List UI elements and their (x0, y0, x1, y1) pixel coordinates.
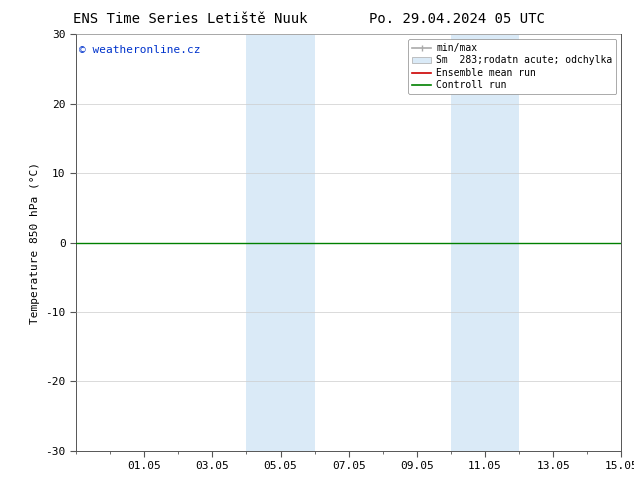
Bar (451, 34, 519, 451)
Bar (247, 34, 314, 451)
Text: ENS Time Series Letiště Nuuk: ENS Time Series Letiště Nuuk (73, 12, 307, 26)
Legend: min/max, Sm  283;rodatn acute; odchylka, Ensemble mean run, Controll run: min/max, Sm 283;rodatn acute; odchylka, … (408, 39, 616, 94)
Text: © weatheronline.cz: © weatheronline.cz (79, 45, 200, 55)
Text: Po. 29.04.2024 05 UTC: Po. 29.04.2024 05 UTC (368, 12, 545, 26)
Y-axis label: Temperature 850 hPa (°C): Temperature 850 hPa (°C) (30, 162, 40, 323)
